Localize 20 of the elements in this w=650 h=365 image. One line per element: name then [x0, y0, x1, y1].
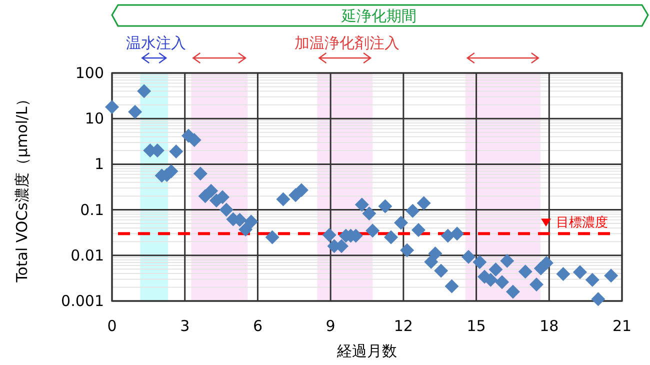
x-tick-label: 9 [326, 317, 336, 335]
y-tick-label: 0.1 [80, 200, 104, 219]
x-tick-label: 0 [107, 317, 117, 335]
x-tick-label: 15 [466, 317, 486, 335]
y-tick-label: 100 [75, 64, 104, 82]
y-axis-title: Total VOCs濃度（μmol/L） [13, 92, 31, 284]
x-axis-title: 経過月数 [336, 342, 397, 360]
y-tick-label: 10 [84, 110, 104, 128]
text: 延浄化期間 [340, 7, 416, 25]
y-tick-label: 1 [94, 155, 104, 174]
x-tick-label: 21 [612, 317, 632, 335]
x-tick-label: 18 [540, 317, 559, 335]
y-tick-label: 0.01 [70, 246, 104, 264]
band-label: 温水注入 [126, 34, 186, 52]
x-tick-label: 3 [180, 317, 190, 335]
x-tick-label: 12 [394, 317, 413, 335]
ref-line-label: 目標濃度 [556, 214, 608, 231]
x-tick-label: 6 [252, 317, 262, 335]
band-label: 加温浄化剤注入 [294, 34, 400, 52]
y-tick-label: 0.001 [61, 292, 104, 310]
